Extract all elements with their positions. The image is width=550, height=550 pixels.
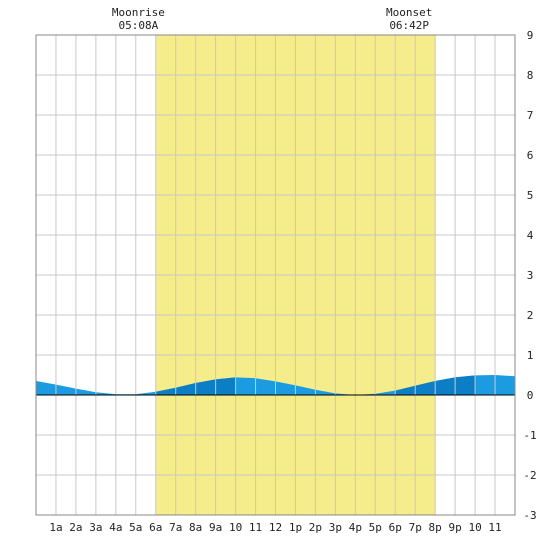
x-tick-label: 8a — [189, 521, 202, 534]
x-tick-label: 6p — [389, 521, 402, 534]
x-tick-label: 3a — [89, 521, 102, 534]
y-tick-label: 6 — [527, 149, 534, 162]
moonset-label: Moonset — [386, 6, 432, 19]
x-tick-label: 7a — [169, 521, 182, 534]
y-tick-label: 4 — [527, 229, 534, 242]
y-tick-label: 1 — [527, 349, 534, 362]
x-tick-label: 5a — [129, 521, 142, 534]
moonset-annotation: Moonset 06:42P — [386, 6, 432, 32]
y-tick-label: -1 — [523, 429, 536, 442]
y-tick-label: 9 — [527, 29, 534, 42]
x-tick-label: 7p — [409, 521, 422, 534]
x-tick-label: 10 — [229, 521, 242, 534]
moonset-time: 06:42P — [389, 19, 429, 32]
x-tick-label: 11 — [488, 521, 501, 534]
x-tick-label: 12 — [269, 521, 282, 534]
x-tick-label: 3p — [329, 521, 342, 534]
moonrise-label: Moonrise — [112, 6, 165, 19]
y-tick-label: -3 — [523, 509, 536, 522]
x-tick-label: 9p — [449, 521, 462, 534]
x-tick-label: 9a — [209, 521, 222, 534]
x-tick-label: 10 — [468, 521, 481, 534]
x-tick-label: 2p — [309, 521, 322, 534]
x-tick-label: 2a — [69, 521, 82, 534]
moonrise-time: 05:08A — [119, 19, 159, 32]
moonrise-annotation: Moonrise 05:08A — [112, 6, 165, 32]
y-tick-label: 7 — [527, 109, 534, 122]
x-tick-label: 6a — [149, 521, 162, 534]
x-tick-label: 11 — [249, 521, 262, 534]
y-tick-label: 8 — [527, 69, 534, 82]
x-tick-label: 4p — [349, 521, 362, 534]
plot-frame — [35, 34, 516, 516]
y-tick-label: 0 — [527, 389, 534, 402]
x-tick-label: 1a — [49, 521, 62, 534]
x-tick-label: 8p — [429, 521, 442, 534]
y-tick-label: 5 — [527, 189, 534, 202]
x-tick-label: 5p — [369, 521, 382, 534]
x-tick-label: 1p — [289, 521, 302, 534]
y-tick-label: 2 — [527, 309, 534, 322]
x-tick-label: 4a — [109, 521, 122, 534]
y-tick-label: 3 — [527, 269, 534, 282]
y-tick-label: -2 — [523, 469, 536, 482]
